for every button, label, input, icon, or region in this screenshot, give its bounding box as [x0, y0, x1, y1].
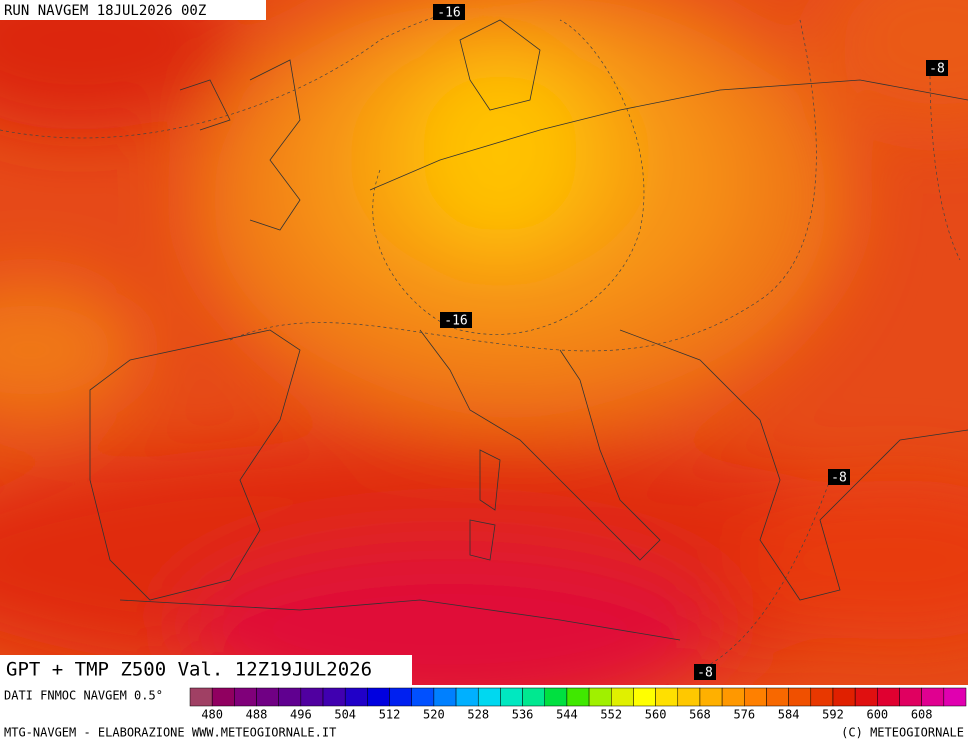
scale-swatch: [411, 687, 435, 707]
scale-swatch: [278, 687, 302, 707]
scale-swatch: [721, 687, 745, 707]
isotherms: [0, 9, 961, 671]
scale-swatch: [633, 687, 656, 707]
scale-swatch: [344, 687, 368, 707]
scale-swatch: [322, 687, 346, 707]
scale-swatch: [367, 687, 390, 707]
scale-tick-label: 520: [423, 708, 445, 722]
scale-tick-label: 504: [334, 708, 356, 722]
scale-swatch: [211, 687, 235, 707]
scale-swatch: [832, 687, 856, 707]
scale-tick-label: 488: [246, 708, 268, 722]
scale-swatch: [256, 687, 279, 707]
contour-label: -8: [697, 666, 713, 681]
footer-right: (C) METEOGIORNALE: [841, 726, 964, 740]
map-title: GPT + TMP Z500 Val. 12Z19JUL2026: [6, 659, 372, 681]
run-header: RUN NAVGEM 18JUL2026 00Z: [4, 3, 206, 19]
footer-left: MTG-NAVGEM - ELABORAZIONE WWW.METEOGIORN…: [4, 726, 336, 740]
scale-swatch: [389, 687, 412, 707]
contour-label: -16: [444, 314, 467, 329]
scale-swatch: [854, 687, 878, 707]
color-scale: 480 488 496 504 512 520 528 536 544 552 560 568 576 5…: [189, 687, 967, 722]
scale-tick-label: 512: [379, 708, 401, 722]
contour-labels: -16 -16 -8 -8 -8: [433, 4, 948, 681]
scale-swatch: [921, 687, 945, 707]
scale-swatch: [788, 687, 812, 707]
scale-swatch: [455, 687, 479, 707]
contour-label: -8: [831, 471, 847, 486]
scale-tick-label: 552: [600, 708, 622, 722]
scale-swatch: [300, 687, 324, 707]
scale-swatch: [655, 687, 679, 707]
scale-swatch: [500, 687, 523, 707]
scale-swatch: [544, 687, 568, 707]
scale-tick-label: 480: [201, 708, 223, 722]
scale-swatch: [522, 687, 545, 707]
scale-tick-label: 536: [512, 708, 534, 722]
scale-swatch: [943, 687, 967, 707]
scale-tick-label: 560: [645, 708, 667, 722]
scale-swatch: [611, 687, 634, 707]
scale-tick-label: 496: [290, 708, 312, 722]
title-box: [0, 655, 412, 685]
map: [0, 0, 968, 685]
scale-swatch: [588, 687, 612, 707]
scale-caption: DATI FNMOC NAVGEM 0.5°: [4, 689, 163, 703]
contour-label-box: [828, 469, 850, 485]
scale-swatch: [899, 687, 922, 707]
contour-label: -8: [929, 62, 945, 77]
scale-swatch: [744, 687, 767, 707]
scale-tick-label: 568: [689, 708, 711, 722]
scale-swatch: [810, 687, 834, 707]
contour-label: -16: [437, 6, 460, 21]
contour-label-box: [440, 312, 472, 328]
scale-tick-label: 592: [822, 708, 844, 722]
scale-swatch: [677, 687, 701, 707]
contour-label-box: [926, 60, 948, 76]
scale-swatch: [566, 687, 590, 707]
scale-swatch: [234, 687, 257, 707]
scale-swatch: [433, 687, 457, 707]
scale-swatch: [877, 687, 900, 707]
scale-tick-label: 576: [733, 708, 755, 722]
contour-label-box: [694, 664, 716, 680]
scale-tick-label: 544: [556, 708, 578, 722]
contour-label-box: [433, 4, 465, 20]
scale-swatch: [189, 687, 213, 707]
scale-tick-label: 584: [778, 708, 800, 722]
scale-swatch: [699, 687, 723, 707]
scale-tick-label: 528: [467, 708, 489, 722]
scale-swatch: [477, 687, 501, 707]
header-box: [0, 0, 266, 20]
scale-swatch: [766, 687, 789, 707]
scale-tick-label: 608: [911, 708, 933, 722]
coastlines: [89, 19, 968, 641]
scale-tick-label: 600: [866, 708, 888, 722]
